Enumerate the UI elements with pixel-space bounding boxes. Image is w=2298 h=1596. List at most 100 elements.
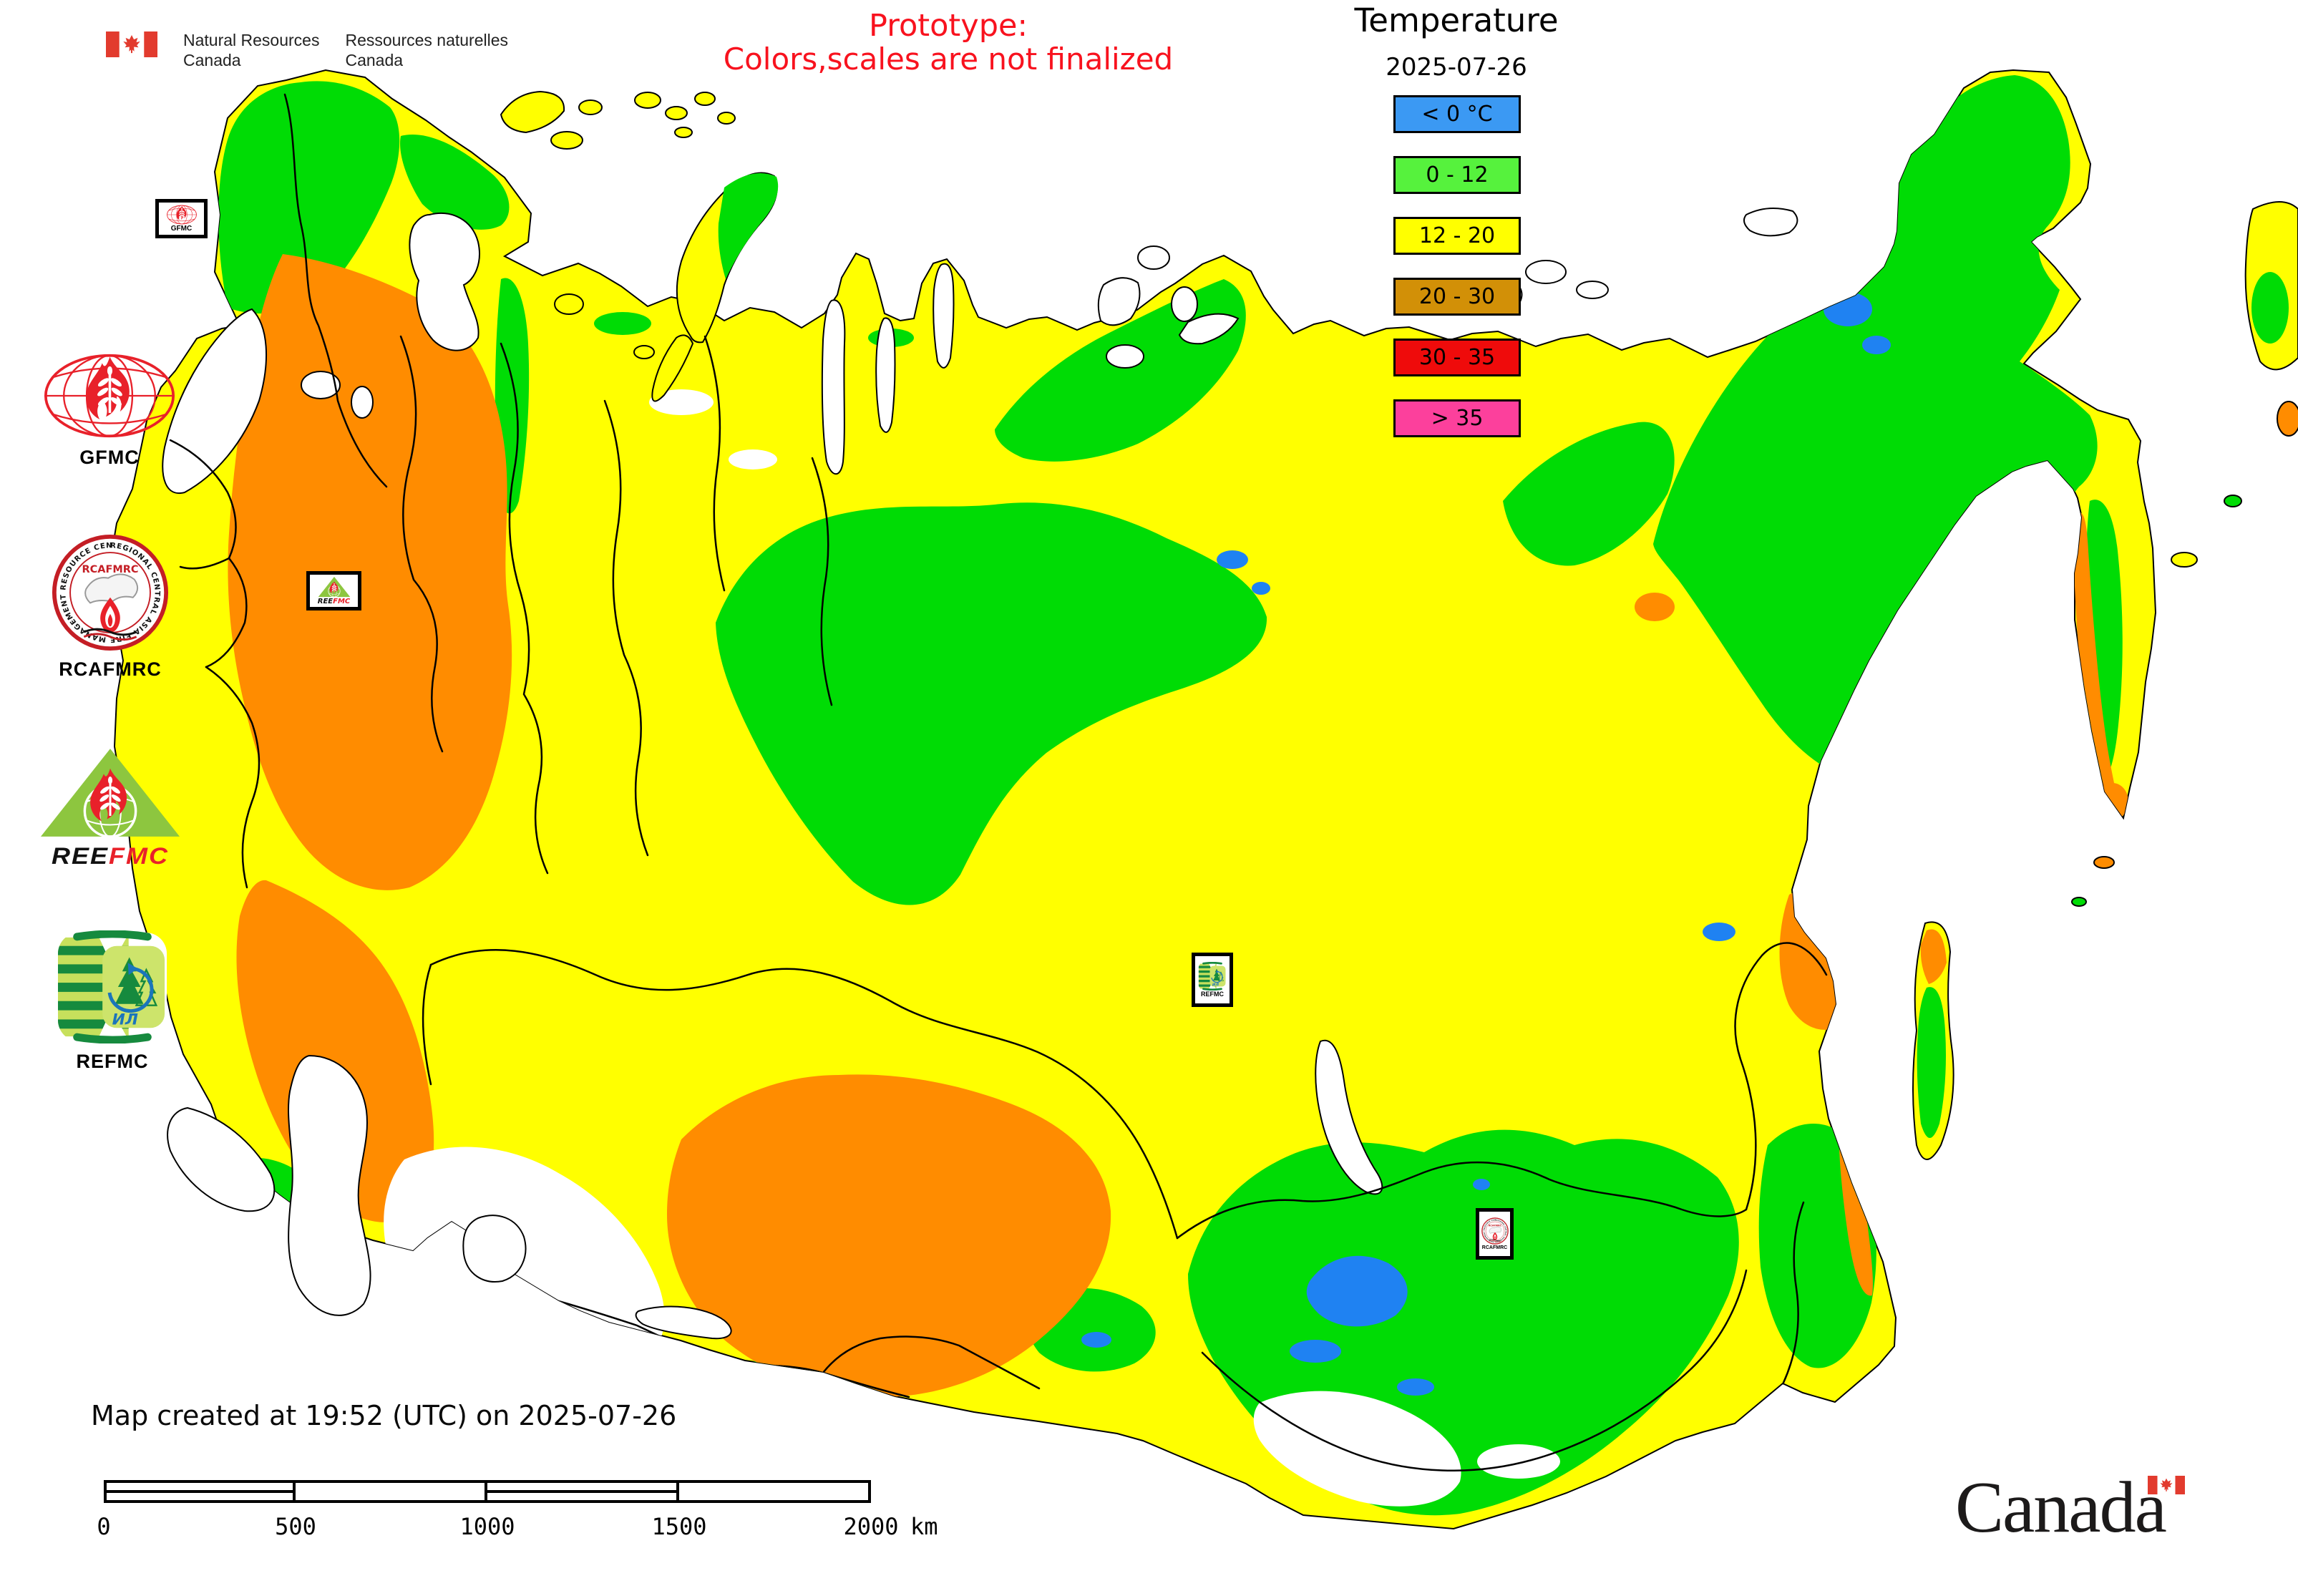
temperature-legend: < 0 °C 0 - 12 12 - 20 20 - 30 30 - 35 > … — [1393, 95, 1521, 460]
khatanga-gulf — [1178, 313, 1240, 345]
severnaya-zemlya — [1097, 277, 1141, 326]
refmc-map-marker: REFMC — [1192, 953, 1233, 1007]
amur-warm — [1779, 888, 1869, 1030]
prototype-line2: Colors,scales are not finalized — [723, 42, 1174, 77]
white-sea — [409, 213, 480, 351]
scale-tick-2000: 2000 — [843, 1513, 899, 1540]
scale-tick-1500: 1500 — [651, 1513, 707, 1540]
rcafmrc-seal-icon — [52, 534, 169, 651]
rcafmrc-map-marker: RCAFMRC — [1476, 1208, 1514, 1260]
scale-segment — [679, 1480, 871, 1503]
reefmc-triangle-icon — [39, 746, 181, 840]
legend-label: 12 - 20 — [1418, 223, 1496, 248]
nrcan-name-en: Natural Resources Canada — [183, 30, 319, 70]
nrcan-name-fr: Ressources naturelles Canada — [345, 30, 508, 70]
novaya-zemlya-south — [651, 334, 694, 402]
legend-item-20-30: 20 - 30 — [1393, 278, 1521, 316]
refmc-sigma-icon — [56, 930, 169, 1043]
gfmc-map-marker: GFMC — [155, 199, 208, 238]
reefmc-marker-label: REEFMC — [317, 598, 351, 605]
legend-item-0-12: 0 - 12 — [1393, 156, 1521, 194]
caspian-sea — [288, 1054, 371, 1316]
reefmc-marker-icon — [317, 576, 351, 598]
yenisei-gulf — [933, 263, 955, 369]
reefmc-logo: REEFMC — [39, 746, 181, 871]
nrcan-en-line2: Canada — [183, 51, 241, 69]
rcafmrc-logo: RCAFMRC — [52, 534, 169, 681]
taymyr-cool — [995, 279, 1246, 462]
prototype-line1: Prototype: — [869, 8, 1028, 44]
legend-label: 0 - 12 — [1426, 162, 1489, 188]
taz-gulf — [875, 317, 896, 433]
scale-unit: km — [910, 1513, 938, 1540]
temperature-regions — [218, 75, 2128, 1516]
gfmc-marker-label: GFMC — [170, 225, 193, 233]
canada-wordmark: Canada — [1955, 1467, 2167, 1548]
scale-segment — [296, 1480, 487, 1503]
lake-ladoga — [301, 371, 341, 399]
gfmc-marker-icon — [164, 205, 200, 225]
reefmc-wordmark: REEFMC — [51, 842, 169, 869]
scale-tick-0: 0 — [97, 1513, 111, 1540]
water-layer — [162, 213, 1383, 1340]
nrcan-en-line1: Natural Resources — [183, 31, 320, 49]
borders-layer — [169, 93, 1828, 1471]
prototype-warning: Prototype: Colors,scales are not finaliz… — [587, 9, 1310, 76]
scale-tick-1000: 1000 — [459, 1513, 515, 1540]
refmc-logo: REFMC — [56, 930, 169, 1073]
china-russia-border — [1734, 942, 1828, 1211]
scale-bar — [104, 1480, 872, 1503]
map-created-timestamp: Map created at 19:52 (UTC) on 2025-07-26 — [91, 1400, 677, 1431]
wrangel-island — [1743, 208, 1798, 237]
kolguev-island — [554, 293, 584, 315]
canada-wordmark-flag-icon — [2148, 1476, 2185, 1494]
lake-balkhash — [635, 1305, 732, 1340]
kazakhstan-north-border — [429, 949, 1179, 1240]
west-russia-warm — [228, 254, 512, 890]
legend-item-below-0: < 0 °C — [1393, 95, 1521, 133]
legend-label: 20 - 30 — [1418, 284, 1496, 309]
refmc-label: REFMC — [76, 1051, 149, 1072]
gfmc-globe-flame-icon — [42, 352, 177, 439]
legend-label: < 0 °C — [1421, 102, 1493, 127]
black-sea — [167, 1106, 276, 1212]
gfmc-logo: GFMC — [42, 352, 177, 469]
legend-label: 30 - 35 — [1418, 345, 1496, 370]
mongolia-north-border — [1176, 1161, 1748, 1240]
central-siberia-cool — [716, 502, 1267, 905]
legend-item-30-35: 30 - 35 — [1393, 339, 1521, 376]
nrcan-fr-line2: Canada — [345, 51, 404, 69]
svalbard — [500, 90, 565, 134]
rcafmrc-label: RCAFMRC — [59, 658, 162, 680]
nrcan-signature: Natural Resources Canada Ressources natu… — [106, 31, 508, 70]
scale-segment — [487, 1480, 679, 1503]
nrcan-fr-line1: Ressources naturelles — [345, 31, 509, 49]
sayan-cold — [1306, 1255, 1408, 1327]
scale-segment — [104, 1480, 296, 1503]
aral-sea — [462, 1215, 527, 1283]
finland-russia-border — [283, 93, 388, 488]
refmc-marker-icon — [1198, 962, 1227, 991]
scale-tick-500: 500 — [275, 1513, 316, 1540]
kuril-island — [2093, 856, 2115, 869]
warm-regions — [228, 254, 2128, 1397]
legend-item-12-20: 12 - 20 — [1393, 217, 1521, 255]
mongolia-south-border — [1201, 1269, 1748, 1471]
gfmc-label: GFMC — [79, 447, 140, 468]
gobi-desert — [1253, 1391, 1461, 1507]
legend-label: > 35 — [1431, 406, 1484, 431]
refmc-marker-label: REFMC — [1201, 991, 1224, 998]
lake-baikal — [1315, 1039, 1383, 1195]
lake-onega — [351, 386, 374, 419]
rcafmrc-marker-label: RCAFMRC — [1481, 1245, 1508, 1250]
baltic-sea — [162, 308, 268, 495]
canada-flag-icon — [106, 31, 157, 57]
rcafmrc-marker-icon — [1481, 1217, 1509, 1245]
legend-date: 2025-07-26 — [1386, 53, 1527, 82]
legend-item-above-35: > 35 — [1393, 399, 1521, 437]
ob-gulf — [821, 299, 846, 475]
volga-caucasus-warm — [236, 880, 434, 1222]
kamchatka-coast-warm — [2073, 512, 2118, 805]
